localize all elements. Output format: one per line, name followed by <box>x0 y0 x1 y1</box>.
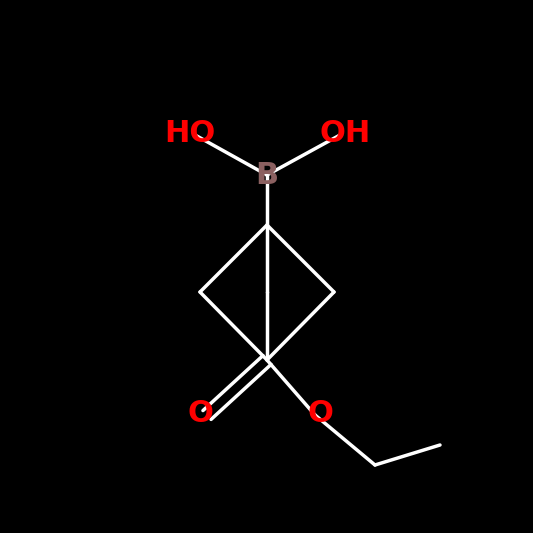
Text: B: B <box>255 160 279 190</box>
Text: HO: HO <box>164 118 216 148</box>
Text: O: O <box>187 399 213 427</box>
Text: O: O <box>307 399 333 427</box>
Text: OH: OH <box>319 118 370 148</box>
